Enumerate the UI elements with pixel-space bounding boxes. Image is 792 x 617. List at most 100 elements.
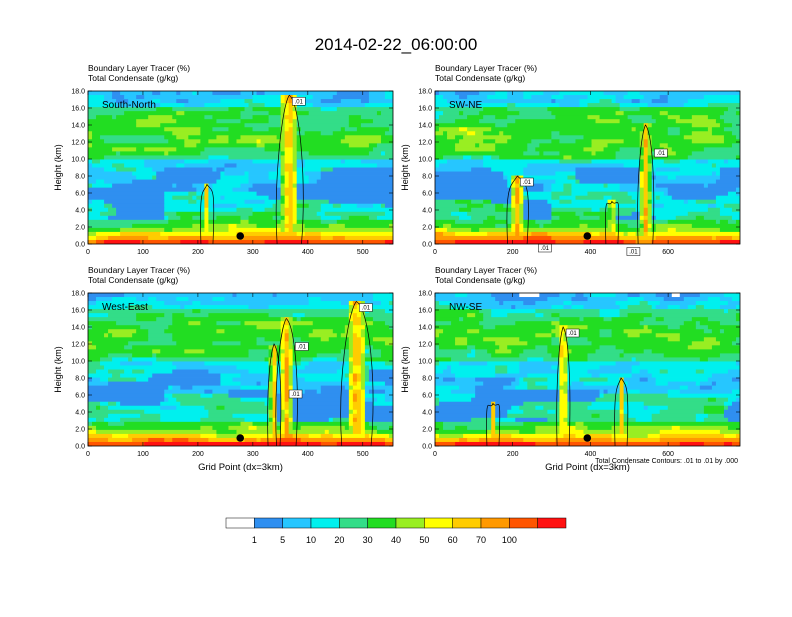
y-tick-label: 0.0 <box>75 444 85 451</box>
shaded-field <box>435 91 740 244</box>
colorbar-swatch <box>310 517 340 529</box>
panel-title-line2: Total Condensate (g/kg) <box>435 73 525 83</box>
x-tick-label: 600 <box>662 451 674 458</box>
y-tick-label: 2.0 <box>75 225 85 232</box>
colorbar-swatch <box>424 517 453 529</box>
y-tick-label: 18.0 <box>418 291 432 298</box>
y-tick-label: 10.0 <box>71 359 85 366</box>
y-tick-label: 0.0 <box>422 444 432 451</box>
y-axis-label: Height (km) <box>53 144 63 191</box>
x-tick-label: 300 <box>247 249 259 256</box>
condensate-contour <box>506 175 529 245</box>
svg-text:.01: .01 <box>298 345 307 351</box>
x-axis-label: Grid Point (dx=3km) <box>545 462 630 473</box>
svg-text:.01: .01 <box>629 250 638 256</box>
panel-south-north: .01 0.0 2.0 4.0 6.0 8.0 10.0 12.0 14.0 16.0 18.0 0 1… <box>53 63 394 256</box>
condensate-contour <box>614 377 629 447</box>
y-axis-label: Height (km) <box>53 346 63 393</box>
y-tick-label: 16.0 <box>71 106 85 113</box>
colorbar-swatch <box>225 517 255 529</box>
condensate-contour <box>605 200 620 245</box>
location-marker <box>236 434 245 442</box>
colorbar-label: 5 <box>280 535 285 545</box>
colorbar-label: 40 <box>391 535 401 545</box>
x-tick-label: 200 <box>192 249 204 256</box>
colorbar-swatch <box>480 517 510 529</box>
shaded-field <box>88 91 393 244</box>
x-tick-label: 0 <box>433 451 437 458</box>
colorbar-label: 50 <box>419 535 429 545</box>
y-tick-label: 6.0 <box>75 191 85 198</box>
y-tick-label: 14.0 <box>71 325 85 332</box>
condensate-contour <box>200 183 215 245</box>
contour-label: .01 <box>359 303 373 312</box>
colorbar-swatch <box>537 517 567 529</box>
y-axis-label: Height (km) <box>400 346 410 393</box>
colorbar-swatch <box>509 517 538 529</box>
colorbar: 1 5 10 20 30 40 50 60 70 100 <box>225 517 567 545</box>
condensate-contour <box>486 402 501 447</box>
location-marker <box>583 232 592 240</box>
y-tick-label: 16.0 <box>418 308 432 315</box>
x-tick-label: 400 <box>302 249 314 256</box>
panel-title-line2: Total Condensate (g/kg) <box>88 73 178 83</box>
svg-text:.01: .01 <box>362 306 371 312</box>
y-tick-label: 12.0 <box>71 140 85 147</box>
x-tick-label: 300 <box>247 451 259 458</box>
condensate-contour <box>637 124 655 245</box>
y-tick-label: 10.0 <box>418 359 432 366</box>
contour-label: .01 <box>292 97 306 106</box>
condensate-contour <box>275 94 304 245</box>
x-tick-label: 400 <box>585 249 597 256</box>
x-tick-label: 400 <box>585 451 597 458</box>
x-tick-label: 0 <box>86 249 90 256</box>
contour-note: Total Condensate Contours: .01 to .01 by… <box>595 458 738 465</box>
colorbar-label: 30 <box>363 535 373 545</box>
shaded-field <box>88 293 393 446</box>
x-axis-label: Grid Point (dx=3km) <box>198 462 283 473</box>
panel-west-east: .01 .01 .01 0.0 2.0 4.0 6.0 8.0 10.0 12.0 14.0 16.0… <box>53 265 394 473</box>
plot-frame <box>434 90 741 245</box>
panel-sw-ne: .01 .01 .01 .01 0.0 2.0 4.0 6.0 8.0 10.0 12.0 14.0 1… <box>400 63 741 256</box>
panel-title-line1: Boundary Layer Tracer (%) <box>88 63 190 73</box>
y-tick-label: 0.0 <box>75 242 85 249</box>
y-tick-label: 18.0 <box>71 89 85 96</box>
y-tick-label: 10.0 <box>418 157 432 164</box>
contour-label: .01 <box>295 342 309 351</box>
figure-title: 2014-02-22_06:00:00 <box>315 35 478 54</box>
x-tick-label: 500 <box>357 451 369 458</box>
shaded-field <box>435 293 740 446</box>
x-tick-label: 100 <box>137 249 149 256</box>
y-tick-label: 18.0 <box>71 291 85 298</box>
colorbar-swatch <box>367 517 397 529</box>
panel-label: South-North <box>102 100 156 111</box>
panel-label: SW-NE <box>449 100 482 111</box>
y-tick-label: 2.0 <box>422 225 432 232</box>
colorbar-swatch <box>339 517 368 529</box>
contour-label: .01 <box>288 389 303 399</box>
panel-title-line1: Boundary Layer Tracer (%) <box>88 265 190 275</box>
y-tick-label: 6.0 <box>75 393 85 400</box>
location-marker <box>583 434 592 442</box>
y-tick-label: 4.0 <box>75 208 85 215</box>
plot-frame <box>434 292 741 447</box>
svg-text:.01: .01 <box>657 151 666 157</box>
x-tick-label: 500 <box>357 249 369 256</box>
svg-text:.01: .01 <box>295 99 304 105</box>
y-tick-label: 6.0 <box>422 393 432 400</box>
svg-text:.01: .01 <box>523 180 532 186</box>
x-tick-label: 0 <box>86 451 90 458</box>
condensate-contour <box>340 301 374 447</box>
y-tick-label: 0.0 <box>422 242 432 249</box>
y-tick-label: 4.0 <box>75 410 85 417</box>
y-tick-label: 12.0 <box>418 140 432 147</box>
x-tick-label: 600 <box>662 249 674 256</box>
x-tick-label: 100 <box>137 451 149 458</box>
y-tick-label: 12.0 <box>71 342 85 349</box>
y-tick-label: 16.0 <box>418 106 432 113</box>
contour-label: .01 <box>538 243 552 253</box>
panel-title-line1: Boundary Layer Tracer (%) <box>435 265 537 275</box>
svg-text:.01: .01 <box>291 392 300 398</box>
y-tick-label: 10.0 <box>71 157 85 164</box>
y-tick-label: 2.0 <box>75 427 85 434</box>
